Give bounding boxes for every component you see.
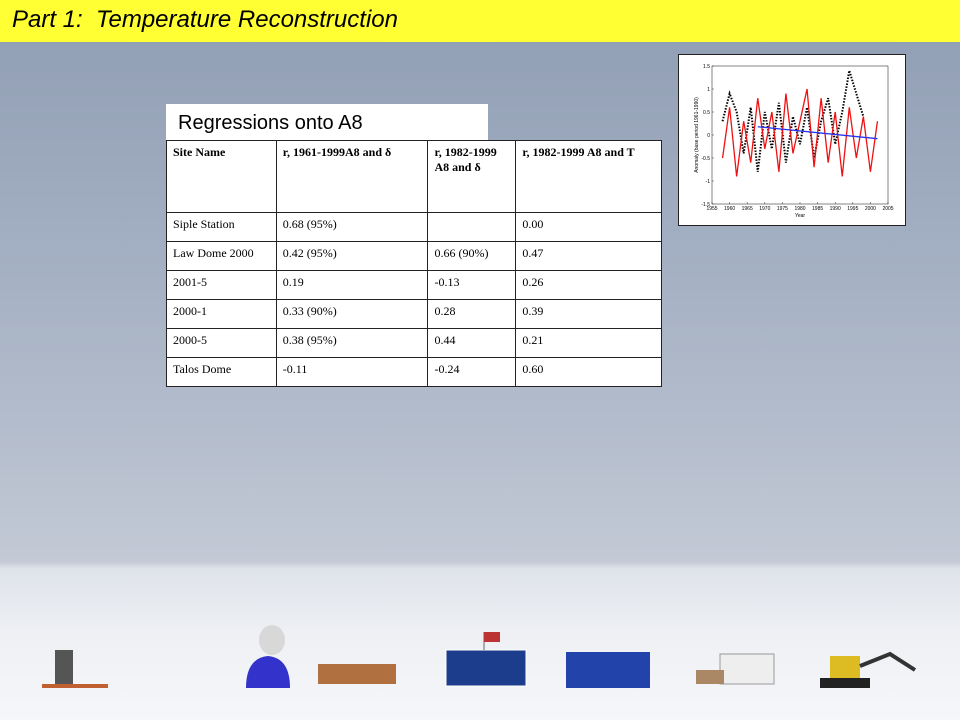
table-cell: 0.42 (95%) — [275, 241, 429, 271]
series-line — [757, 126, 878, 140]
table-cell: 2001-5 — [166, 270, 277, 300]
table-cell: 2000-5 — [166, 328, 277, 358]
slide-title: Part 1: Temperature Reconstruction — [12, 6, 398, 33]
y-axis-label: Anomaly (base period 1961-1990) — [694, 97, 700, 173]
x-tick-label: 1985 — [812, 206, 823, 212]
regression-table: Site Name r, 1961-1999A8 and δ r, 1982-199… — [166, 140, 662, 387]
table-cell: 0.39 — [515, 299, 662, 329]
x-tick-label: 1980 — [794, 206, 805, 212]
table-cell: 0.68 (95%) — [275, 212, 429, 242]
y-tick-label: -1 — [706, 179, 711, 185]
column-header: r, 1982-1999 A8 and T — [515, 140, 662, 213]
table-cell: 0.60 — [515, 357, 662, 387]
table-cell: 0.44 — [427, 328, 517, 358]
y-tick-label: 0 — [707, 133, 710, 139]
table-row: Law Dome 2000 0.42 (95%) 0.66 (90%) 0.47 — [166, 241, 662, 271]
snow-scene — [42, 625, 917, 688]
table-cell: Law Dome 2000 — [166, 241, 277, 271]
x-tick-label: 1955 — [706, 206, 717, 212]
y-tick-label: 1 — [707, 87, 710, 93]
x-tick-label: 1990 — [830, 206, 841, 212]
x-tick-label: 1975 — [777, 206, 788, 212]
header-row: Site Name r, 1961-1999A8 and δ r, 1982-199… — [166, 140, 662, 213]
inset-chart: 1955 1960 1965 1970 1975 1980 1985 1990 1995 2000… — [678, 54, 906, 226]
y-tick-label: -1.5 — [701, 202, 710, 208]
table-cell: 0.00 — [515, 212, 662, 242]
table-cell: 0.21 — [515, 328, 662, 358]
table-cell: Talos Dome — [166, 357, 277, 387]
table-row: Talos Dome -0.11 -0.24 0.60 — [166, 357, 662, 387]
x-tick-label: 2005 — [882, 206, 893, 212]
table-cell: -0.13 — [427, 270, 517, 300]
title-bar: Part 1: Temperature Reconstruction — [0, 0, 960, 42]
column-header: Site Name — [166, 140, 277, 213]
x-tick-label: 2000 — [865, 206, 876, 212]
table-cell: 0.28 — [427, 299, 517, 329]
empty-cell — [427, 212, 517, 242]
table-cell: 0.38 (95%) — [275, 328, 429, 358]
table-row: 2001-5 0.19 -0.13 0.26 — [166, 270, 662, 300]
table-cell: Siple Station — [166, 212, 277, 242]
x-tick-label: 1995 — [847, 206, 858, 212]
table-cell: 0.66 (90%) — [427, 241, 517, 271]
table-cell: 0.19 — [275, 270, 429, 300]
y-tick-label: -0.5 — [701, 156, 710, 162]
table-cell: -0.24 — [427, 357, 517, 387]
table-row: 2000-1 0.33 (90%) 0.28 0.39 — [166, 299, 662, 329]
y-tick-label: 1.5 — [703, 64, 710, 70]
x-tick-label: 1965 — [742, 206, 753, 212]
series-line — [721, 88, 879, 177]
x-axis-label: Year — [795, 213, 805, 219]
y-tick-label: 0.5 — [703, 110, 710, 116]
table-cell: 0.26 — [515, 270, 662, 300]
table-row: Siple Station 0.68 (95%) 0.00 — [166, 212, 662, 242]
column-header: r, 1961-1999A8 and δ — [275, 140, 429, 213]
table-cell: 2000-1 — [166, 299, 277, 329]
table-row: 2000-5 0.38 (95%) 0.44 0.21 — [166, 328, 662, 358]
table-cell: 0.33 (90%) — [275, 299, 429, 329]
x-tick-label: 1960 — [724, 206, 735, 212]
table-cell: 0.47 — [515, 241, 662, 271]
table-cell: -0.11 — [275, 357, 429, 387]
column-header: r, 1982-1999 A8 and δ — [427, 140, 517, 213]
x-tick-label: 1970 — [759, 206, 770, 212]
caption: Regressions onto A8 — [166, 104, 488, 140]
